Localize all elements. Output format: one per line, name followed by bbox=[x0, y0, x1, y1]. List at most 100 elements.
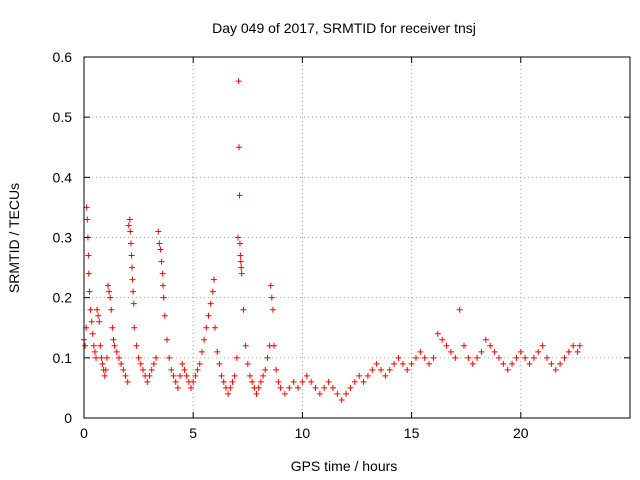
data-point bbox=[242, 342, 249, 349]
data-point bbox=[170, 372, 177, 379]
data-point bbox=[561, 354, 568, 361]
data-point bbox=[513, 354, 520, 361]
y-tick-label: 0.1 bbox=[53, 350, 73, 366]
data-point bbox=[95, 312, 102, 319]
x-tick-label: 20 bbox=[513, 425, 529, 441]
data-point bbox=[148, 366, 155, 373]
data-point bbox=[286, 384, 293, 391]
data-point bbox=[157, 246, 164, 253]
data-point bbox=[452, 354, 459, 361]
data-point bbox=[158, 258, 165, 265]
data-point bbox=[130, 288, 137, 295]
data-point bbox=[262, 366, 269, 373]
data-point bbox=[275, 378, 282, 385]
data-point bbox=[129, 276, 136, 283]
data-point bbox=[177, 372, 184, 379]
data-point bbox=[156, 240, 163, 247]
data-point bbox=[500, 360, 507, 367]
data-point bbox=[97, 342, 104, 349]
data-point bbox=[360, 378, 367, 385]
data-point bbox=[417, 348, 424, 355]
data-point bbox=[373, 360, 380, 367]
data-point bbox=[129, 264, 136, 271]
data-point bbox=[364, 372, 371, 379]
data-point bbox=[482, 336, 489, 343]
data-point bbox=[216, 360, 223, 367]
data-point bbox=[443, 342, 450, 349]
data-point bbox=[426, 360, 433, 367]
data-point bbox=[530, 354, 537, 361]
data-point bbox=[535, 348, 542, 355]
data-point bbox=[88, 318, 95, 325]
data-point bbox=[237, 258, 244, 265]
data-point bbox=[87, 306, 94, 313]
data-point bbox=[113, 348, 120, 355]
data-point bbox=[522, 354, 529, 361]
data-point bbox=[120, 366, 127, 373]
y-tick-label: 0.5 bbox=[53, 109, 73, 125]
y-tick-label: 0.2 bbox=[53, 290, 73, 306]
x-axis-label: GPS time / hours bbox=[291, 458, 398, 474]
data-point bbox=[203, 324, 210, 331]
data-point bbox=[539, 342, 546, 349]
data-point bbox=[91, 348, 98, 355]
data-point bbox=[303, 372, 310, 379]
data-point bbox=[267, 282, 274, 289]
data-point bbox=[386, 366, 393, 373]
data-point bbox=[478, 348, 485, 355]
data-point bbox=[125, 222, 132, 229]
data-point bbox=[299, 378, 306, 385]
data-point bbox=[98, 354, 105, 361]
data-point bbox=[238, 270, 245, 277]
data-point bbox=[240, 306, 247, 313]
data-point bbox=[268, 294, 275, 301]
data-point bbox=[83, 204, 90, 211]
x-tick-label: 10 bbox=[295, 425, 311, 441]
data-point bbox=[135, 354, 142, 361]
data-point bbox=[447, 348, 454, 355]
data-point bbox=[469, 360, 476, 367]
data-point bbox=[108, 306, 115, 313]
data-point bbox=[233, 354, 240, 361]
data-point bbox=[192, 372, 199, 379]
data-point bbox=[338, 396, 345, 403]
data-point bbox=[90, 342, 97, 349]
data-point bbox=[183, 372, 190, 379]
data-point bbox=[474, 354, 481, 361]
data-point bbox=[82, 342, 89, 349]
data-point bbox=[127, 228, 134, 235]
data-point bbox=[271, 342, 278, 349]
data-point bbox=[210, 276, 217, 283]
data-point bbox=[201, 336, 208, 343]
data-point bbox=[465, 354, 472, 361]
data-point bbox=[277, 384, 284, 391]
data-point bbox=[115, 354, 122, 361]
data-point bbox=[207, 300, 214, 307]
data-point bbox=[237, 252, 244, 259]
data-point bbox=[391, 360, 398, 367]
data-point bbox=[329, 384, 336, 391]
y-tick-label: 0.6 bbox=[53, 49, 73, 65]
y-axis-label: SRMTID / TECUs bbox=[6, 183, 22, 293]
data-point bbox=[249, 378, 256, 385]
data-point bbox=[557, 360, 564, 367]
data-point bbox=[273, 366, 280, 373]
data-point bbox=[99, 360, 106, 367]
data-point bbox=[487, 342, 494, 349]
x-tick-label: 0 bbox=[80, 425, 88, 441]
data-point bbox=[378, 366, 385, 373]
data-point bbox=[110, 336, 117, 343]
data-point bbox=[246, 372, 253, 379]
data-point bbox=[126, 216, 133, 223]
data-point bbox=[236, 240, 243, 247]
data-point bbox=[93, 354, 100, 361]
data-point bbox=[86, 288, 93, 295]
y-tick-label: 0.4 bbox=[53, 169, 73, 185]
data-point bbox=[236, 144, 243, 151]
y-tick-label: 0 bbox=[64, 410, 72, 426]
data-point bbox=[257, 378, 264, 385]
data-point bbox=[196, 360, 203, 367]
data-point bbox=[106, 288, 113, 295]
data-point bbox=[101, 372, 108, 379]
